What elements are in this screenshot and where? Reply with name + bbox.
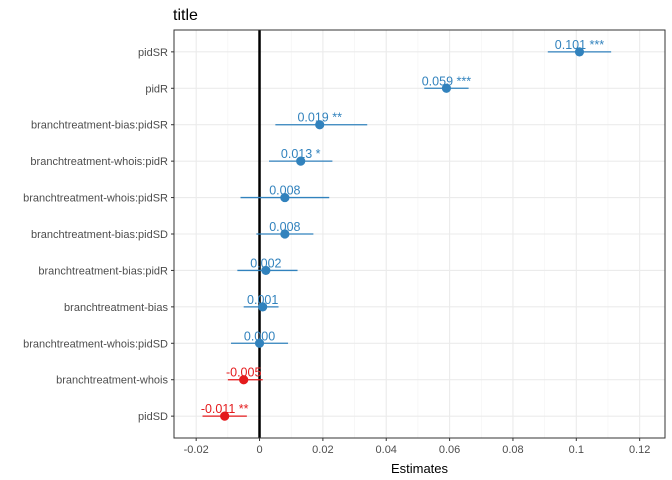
x-tick-label: 0.02 <box>312 444 333 456</box>
y-axis: pidSR pidR branchtreatment-bias:pidSR branc… <box>23 47 174 423</box>
y-tick-label: branchtreatment-whois:pidSD <box>23 338 168 350</box>
x-axis-title: Estimates <box>391 461 449 476</box>
estimate-label: 0.008 <box>269 184 300 198</box>
estimate-label: 0.001 <box>247 293 278 307</box>
y-tick-label: branchtreatment-bias <box>64 302 168 314</box>
x-tick-label: 0.06 <box>439 444 460 456</box>
estimate-marks <box>202 47 612 421</box>
x-tick-label: 0.04 <box>376 444 397 456</box>
x-tick-label: 0.1 <box>569 444 584 456</box>
estimate-label: -0.011 ** <box>201 402 249 416</box>
y-tick-label: branchtreatment-whois:pidR <box>30 156 168 168</box>
estimate-label: 0.000 <box>244 329 275 343</box>
x-tick-label: 0.12 <box>629 444 650 456</box>
y-tick-label: branchtreatment-whois:pidSR <box>23 193 168 205</box>
y-tick-label: pidSR <box>138 47 168 59</box>
estimate-point <box>254 338 265 348</box>
chart-title: title <box>173 7 198 24</box>
y-tick-label: branchtreatment-bias:pidR <box>38 265 168 277</box>
y-tick-label: branchtreatment-whois <box>56 375 168 387</box>
estimate-point <box>280 229 290 239</box>
estimate-point <box>258 302 268 312</box>
x-tick-label: 0 <box>256 444 262 456</box>
x-axis: -0.02 0 0.02 0.04 0.06 0.08 0.1 0.12 <box>184 438 650 456</box>
estimate-label: -0.005 <box>226 366 261 380</box>
y-tick-label: branchtreatment-bias:pidSR <box>31 120 168 132</box>
y-tick-label: pidR <box>145 83 168 95</box>
estimate-label: 0.002 <box>250 256 281 270</box>
estimate-point <box>280 192 290 203</box>
estimate-point <box>220 411 230 421</box>
estimate-label: 0.101 *** <box>555 38 604 52</box>
estimate-point <box>239 375 249 385</box>
estimate-label: 0.059 *** <box>422 74 471 88</box>
estimate-label: 0.019 ** <box>297 111 342 125</box>
estimate-label: 0.013 * <box>281 147 321 161</box>
estimate-point <box>261 265 271 276</box>
x-tick-label: -0.02 <box>184 444 209 456</box>
estimate-point <box>441 83 452 93</box>
estimate-point <box>574 47 585 57</box>
x-tick-label: 0.08 <box>502 444 523 456</box>
estimate-labels: 0.101 *** 0.059 *** 0.019 ** 0.013 * 0.008 0.… <box>201 38 604 416</box>
estimate-point <box>296 156 306 166</box>
y-tick-label: branchtreatment-bias:pidSD <box>31 229 168 241</box>
y-tick-label: pidSD <box>138 411 168 423</box>
estimate-label: 0.008 <box>269 220 300 234</box>
estimate-point <box>315 120 325 130</box>
